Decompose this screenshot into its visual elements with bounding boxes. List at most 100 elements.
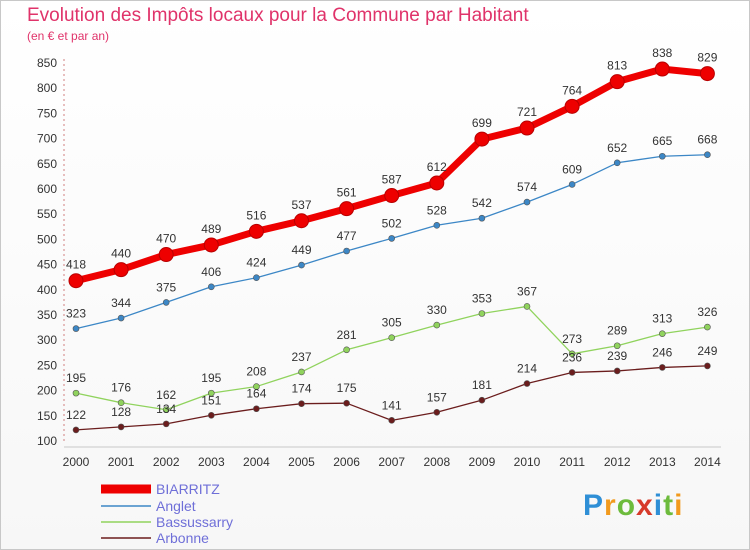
data-label-biarritz: 813 bbox=[607, 59, 627, 73]
logo-letter: r bbox=[604, 489, 617, 522]
data-point-arbonne bbox=[704, 362, 711, 370]
data-point-anglet bbox=[568, 181, 576, 188]
data-point-arbonne bbox=[613, 367, 621, 375]
x-tick-label: 2001 bbox=[108, 455, 135, 469]
data-point-biarritz bbox=[519, 120, 535, 136]
data-label-anglet: 528 bbox=[427, 203, 447, 217]
data-label-bassussarry: 195 bbox=[201, 371, 221, 385]
data-label-anglet: 542 bbox=[472, 196, 492, 210]
y-tick-label: 650 bbox=[37, 157, 57, 171]
data-point-arbonne bbox=[208, 411, 215, 419]
data-point-biarritz bbox=[113, 262, 129, 278]
data-point-anglet bbox=[72, 325, 80, 332]
data-point-bassussarry bbox=[162, 406, 170, 414]
data-label-bassussarry: 176 bbox=[111, 381, 131, 395]
data-point-anglet bbox=[253, 274, 260, 282]
data-label-bassussarry: 162 bbox=[156, 388, 176, 402]
data-label-biarritz: 440 bbox=[111, 247, 131, 261]
data-point-anglet bbox=[478, 214, 486, 222]
data-label-arbonne: 164 bbox=[246, 387, 266, 401]
data-label-bassussarry: 273 bbox=[562, 332, 582, 346]
data-label-anglet: 424 bbox=[246, 256, 266, 270]
data-point-arbonne bbox=[117, 423, 125, 431]
proxiti-logo: Proxiti bbox=[583, 489, 683, 523]
y-tick-label: 250 bbox=[37, 358, 57, 372]
data-label-biarritz: 587 bbox=[382, 173, 402, 187]
data-label-biarritz: 561 bbox=[337, 186, 357, 200]
y-tick-label: 850 bbox=[37, 56, 57, 70]
data-label-arbonne: 141 bbox=[382, 398, 402, 412]
legend-label-anglet: Anglet bbox=[156, 498, 196, 514]
data-point-biarritz bbox=[384, 188, 400, 204]
data-point-bassussarry bbox=[388, 334, 396, 341]
data-label-anglet: 449 bbox=[291, 243, 311, 257]
data-label-bassussarry: 237 bbox=[291, 350, 311, 364]
data-label-arbonne: 236 bbox=[562, 350, 582, 364]
data-point-anglet bbox=[658, 152, 666, 160]
data-point-biarritz bbox=[699, 66, 715, 82]
y-tick-label: 550 bbox=[37, 207, 57, 221]
data-label-biarritz: 721 bbox=[517, 105, 537, 119]
data-label-bassussarry: 195 bbox=[66, 371, 86, 385]
data-point-bassussarry bbox=[298, 368, 305, 376]
x-tick-label: 2011 bbox=[559, 455, 585, 469]
data-point-bassussarry bbox=[253, 383, 260, 390]
data-label-bassussarry: 326 bbox=[697, 305, 717, 319]
data-point-arbonne bbox=[478, 396, 486, 404]
data-point-arbonne bbox=[658, 364, 666, 371]
data-label-bassussarry: 305 bbox=[382, 316, 402, 330]
x-tick-label: 2008 bbox=[423, 455, 450, 469]
data-label-anglet: 668 bbox=[697, 133, 717, 147]
data-point-arbonne bbox=[253, 405, 260, 413]
x-tick-label: 2005 bbox=[288, 455, 315, 469]
data-label-arbonne: 157 bbox=[427, 390, 447, 404]
y-tick-label: 200 bbox=[37, 384, 57, 398]
logo-letter: P bbox=[583, 489, 605, 522]
data-label-biarritz: 537 bbox=[291, 198, 311, 212]
data-label-biarritz: 699 bbox=[472, 116, 492, 130]
logo-letter: i bbox=[674, 489, 684, 522]
x-tick-label: 2003 bbox=[198, 455, 225, 469]
data-label-anglet: 652 bbox=[607, 141, 627, 155]
data-point-arbonne bbox=[388, 417, 396, 424]
y-tick-label: 300 bbox=[37, 333, 57, 347]
data-point-biarritz bbox=[429, 175, 445, 191]
data-point-anglet bbox=[343, 247, 350, 255]
data-point-anglet bbox=[388, 235, 396, 242]
data-point-arbonne bbox=[343, 399, 350, 407]
data-point-bassussarry bbox=[658, 330, 666, 337]
data-label-anglet: 406 bbox=[201, 265, 221, 279]
data-point-biarritz bbox=[474, 131, 490, 147]
y-tick-label: 450 bbox=[37, 258, 57, 272]
data-label-arbonne: 175 bbox=[337, 381, 357, 395]
data-point-arbonne bbox=[568, 369, 576, 376]
data-point-bassussarry bbox=[523, 303, 531, 310]
data-point-biarritz bbox=[68, 273, 84, 289]
data-label-arbonne: 151 bbox=[201, 393, 221, 407]
data-point-anglet bbox=[613, 159, 621, 167]
data-label-biarritz: 764 bbox=[562, 83, 582, 97]
y-tick-label: 500 bbox=[37, 232, 57, 246]
data-label-anglet: 609 bbox=[562, 162, 582, 176]
legend-label-arbonne: Arbonne bbox=[156, 530, 209, 546]
data-point-bassussarry bbox=[613, 342, 621, 350]
legend-label-bassussarry: Bassussarry bbox=[156, 514, 233, 530]
data-point-biarritz bbox=[294, 213, 309, 229]
data-point-biarritz bbox=[654, 61, 670, 77]
data-point-arbonne bbox=[523, 380, 531, 387]
y-tick-label: 800 bbox=[37, 81, 57, 95]
data-point-anglet bbox=[162, 299, 170, 306]
data-label-bassussarry: 330 bbox=[427, 303, 447, 317]
data-point-bassussarry bbox=[704, 323, 711, 331]
data-label-anglet: 375 bbox=[156, 280, 176, 294]
data-label-arbonne: 122 bbox=[66, 408, 86, 422]
data-point-anglet bbox=[523, 198, 531, 206]
logo-letter: x bbox=[636, 489, 654, 522]
data-label-biarritz: 516 bbox=[246, 208, 266, 222]
x-tick-label: 2002 bbox=[153, 455, 180, 469]
data-label-arbonne: 239 bbox=[607, 349, 627, 363]
data-label-bassussarry: 367 bbox=[517, 284, 537, 298]
logo-letter: t bbox=[663, 489, 675, 522]
data-label-arbonne: 214 bbox=[517, 362, 537, 376]
data-label-arbonne: 174 bbox=[291, 382, 311, 396]
